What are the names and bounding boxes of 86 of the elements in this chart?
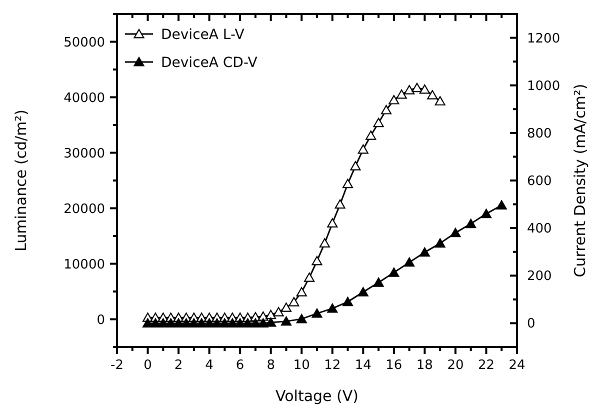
point xyxy=(258,318,268,328)
point xyxy=(366,130,376,140)
y2-axis-title: Current Density (mA/cm²) xyxy=(571,84,589,278)
point xyxy=(373,118,384,128)
x-tick-label: 10 xyxy=(293,358,310,373)
point xyxy=(312,308,322,318)
point xyxy=(496,200,507,210)
point xyxy=(327,218,338,228)
point xyxy=(280,316,292,326)
point xyxy=(242,318,254,328)
point xyxy=(450,228,461,238)
point xyxy=(434,96,446,106)
y2-tick-label: 1200 xyxy=(527,31,560,46)
point xyxy=(358,287,368,296)
y-axis-title: Luminance (cd/m²) xyxy=(12,110,30,252)
point xyxy=(266,317,276,327)
point xyxy=(480,208,492,218)
point xyxy=(234,318,246,328)
y2-tick-label: 1000 xyxy=(527,78,560,94)
point xyxy=(334,199,346,209)
legend-label: DeviceA CD-V xyxy=(161,55,258,71)
point xyxy=(273,307,284,316)
y-tick-label: 30000 xyxy=(64,146,105,162)
point xyxy=(304,272,315,282)
point xyxy=(396,89,407,99)
point xyxy=(196,318,207,328)
point xyxy=(419,247,430,257)
point xyxy=(212,318,222,328)
point xyxy=(427,90,438,100)
point xyxy=(312,256,322,266)
point xyxy=(373,278,384,287)
point xyxy=(280,302,292,312)
point xyxy=(466,218,476,228)
x-tick-label: -2 xyxy=(110,358,124,373)
y2-tick-label: 600 xyxy=(527,174,552,189)
point xyxy=(288,297,300,306)
point xyxy=(173,318,184,328)
y2-tick-label: 0 xyxy=(527,316,536,332)
x-tick-label: 6 xyxy=(236,358,244,373)
point xyxy=(404,257,415,267)
point xyxy=(342,296,354,306)
y2-tick-label: 800 xyxy=(527,126,552,142)
point xyxy=(266,310,276,320)
point xyxy=(412,82,422,92)
point xyxy=(319,238,330,248)
x-tick-label: 22 xyxy=(478,358,495,373)
x-tick-label: 2 xyxy=(174,358,183,373)
x-tick-label: 12 xyxy=(324,358,341,373)
point xyxy=(419,84,430,94)
y-tick-label: 20000 xyxy=(64,202,105,217)
x-tick-label: 24 xyxy=(508,358,526,373)
point xyxy=(219,318,230,328)
point xyxy=(166,318,176,328)
y-tick-label: 50000 xyxy=(64,35,105,50)
x-tick-label: 20 xyxy=(447,358,464,373)
point xyxy=(358,144,368,154)
legend-label: DeviceA L-V xyxy=(161,27,245,43)
x-tick-label: 14 xyxy=(354,358,372,373)
point xyxy=(250,318,261,328)
x-axis-title: Voltage (V) xyxy=(276,387,358,405)
point xyxy=(150,318,161,328)
x-tick-label: 0 xyxy=(144,358,152,373)
x-tick-label: 8 xyxy=(266,358,275,373)
point xyxy=(142,318,154,328)
point xyxy=(327,303,338,313)
point xyxy=(227,318,238,328)
y-tick-label: 0 xyxy=(96,312,105,328)
x-tick-label: 18 xyxy=(416,358,433,373)
point xyxy=(296,287,307,296)
point xyxy=(204,318,215,328)
x-tick-label: 4 xyxy=(205,358,214,373)
point xyxy=(188,318,200,328)
point xyxy=(380,105,392,114)
point xyxy=(350,161,361,170)
point xyxy=(388,95,400,104)
point xyxy=(342,178,354,188)
point xyxy=(158,318,168,328)
point xyxy=(434,238,446,248)
y-tick-label: 40000 xyxy=(64,90,105,106)
y-tick-label: 10000 xyxy=(64,257,105,272)
point xyxy=(296,314,307,324)
point xyxy=(388,268,400,277)
y2-tick-label: 400 xyxy=(527,222,552,237)
point xyxy=(404,85,415,94)
x-tick-label: 16 xyxy=(386,358,402,373)
y2-tick-label: 200 xyxy=(527,269,552,284)
